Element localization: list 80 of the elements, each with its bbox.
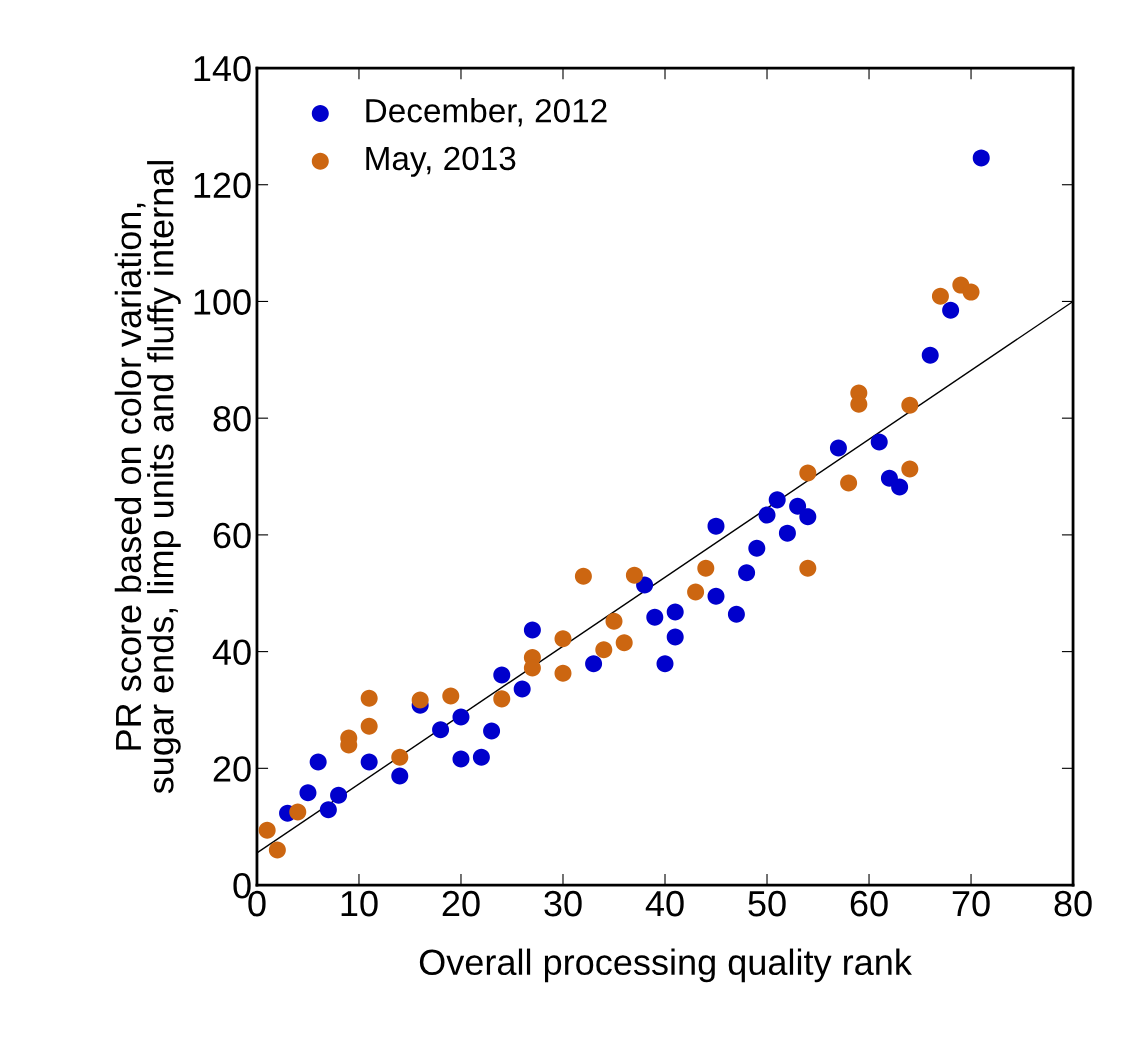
- y-tick-label: 20: [213, 756, 251, 782]
- point: [411, 691, 429, 709]
- point: [360, 717, 378, 735]
- point: [595, 641, 613, 659]
- point: [931, 287, 949, 305]
- point: [360, 753, 378, 771]
- y-tick-label: 120: [194, 172, 251, 199]
- point: [299, 784, 317, 802]
- x-tick-label: 50: [748, 890, 786, 917]
- x-tick-label: 60: [850, 890, 888, 917]
- point: [789, 497, 807, 515]
- point: [493, 690, 511, 708]
- point: [870, 433, 888, 451]
- x-tick-label: 20: [442, 890, 480, 917]
- x-tick-label: 10: [341, 890, 378, 917]
- point: [452, 708, 470, 726]
- point: [727, 605, 745, 623]
- point: [666, 603, 684, 621]
- point: [554, 630, 572, 648]
- y-tick-label: 80: [213, 406, 251, 432]
- point: [554, 664, 572, 682]
- point: [829, 439, 847, 457]
- point: [319, 801, 337, 819]
- point: [442, 687, 460, 705]
- point: [574, 567, 592, 585]
- y-tick-label: 60: [213, 522, 251, 549]
- point: [360, 689, 378, 707]
- point: [972, 149, 990, 167]
- point: [799, 508, 817, 526]
- point: [289, 803, 307, 821]
- y-tick-label: 40: [212, 639, 251, 666]
- point: [646, 608, 664, 626]
- point: [391, 767, 409, 785]
- point: [697, 559, 715, 577]
- x-tick-label: 70: [952, 890, 990, 917]
- point: [840, 474, 858, 492]
- point: [891, 478, 909, 496]
- point: [778, 524, 796, 542]
- point: [483, 722, 501, 740]
- y-tick-label: 140: [194, 55, 251, 82]
- point: [268, 841, 286, 859]
- x-tick-label: 80: [1054, 890, 1092, 917]
- point: [758, 506, 776, 524]
- point: [738, 564, 756, 582]
- point: [523, 621, 541, 639]
- point: [799, 464, 817, 482]
- point: [799, 559, 817, 577]
- x-axis-title: Overall processing quality rank: [419, 948, 912, 983]
- point: [513, 680, 531, 698]
- point: [687, 583, 705, 601]
- point: [493, 666, 511, 684]
- legend-label: May, 2013: [366, 146, 516, 177]
- point: [901, 396, 919, 414]
- y-tick-label: 100: [194, 289, 251, 315]
- point: [625, 566, 643, 584]
- legend-label: December, 2012: [366, 98, 607, 127]
- point: [962, 283, 980, 301]
- point: [330, 786, 348, 804]
- point: [901, 460, 919, 478]
- point: [585, 655, 603, 673]
- point: [472, 748, 490, 766]
- point: [452, 750, 470, 768]
- point: [707, 587, 725, 605]
- y-axis-title: PR score based on color variation, sugar ends, limp units and fluffy internal: [114, 161, 181, 794]
- point: [768, 491, 786, 509]
- point: [942, 301, 960, 319]
- point: [309, 753, 327, 771]
- point: [748, 539, 766, 557]
- x-tick-label: 30: [544, 890, 582, 917]
- point: [605, 612, 623, 630]
- point: [921, 346, 939, 364]
- point: [636, 576, 654, 594]
- point: [391, 748, 409, 766]
- point: [615, 634, 633, 652]
- point: [432, 721, 450, 739]
- point: [707, 517, 725, 535]
- point: [258, 821, 276, 839]
- point: [666, 628, 684, 646]
- x-tick-label: 40: [645, 890, 684, 917]
- point: [656, 655, 674, 673]
